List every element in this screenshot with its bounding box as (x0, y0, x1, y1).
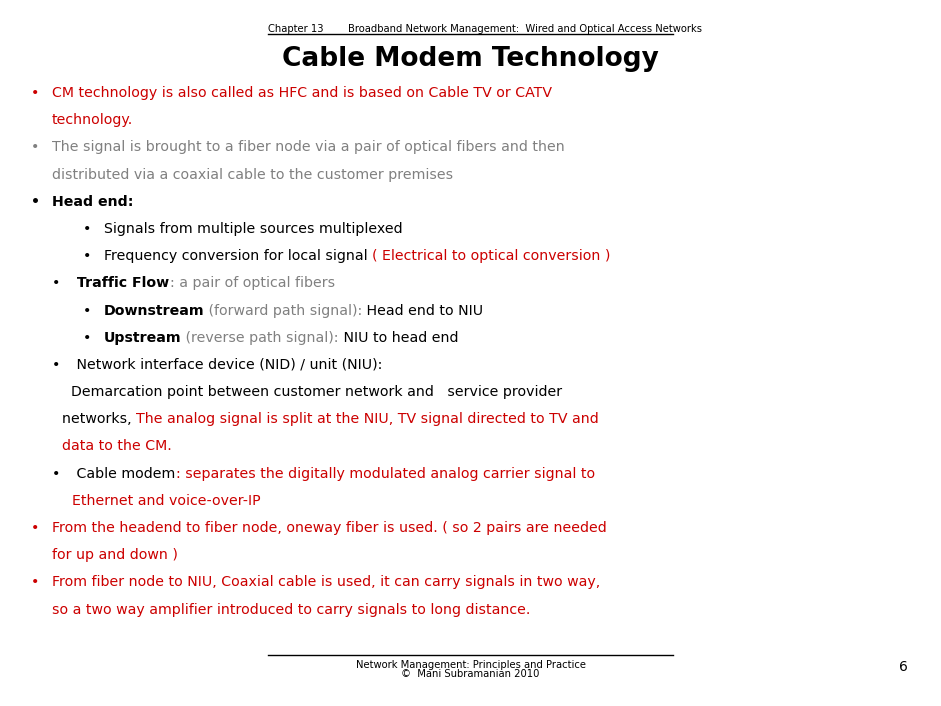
Text: •: • (31, 575, 40, 590)
Text: networks,: networks, (62, 412, 136, 426)
Text: technology.: technology. (52, 113, 133, 127)
Text: CM technology is also called as HFC and is based on Cable TV or CATV: CM technology is also called as HFC and … (52, 86, 551, 100)
Text: : separates the digitally modulated analog carrier signal to: : separates the digitally modulated anal… (176, 467, 595, 481)
Text: Ethernet and voice-over-IP: Ethernet and voice-over-IP (72, 493, 261, 508)
Text: Signals from multiple sources multiplexed: Signals from multiple sources multiplexe… (104, 222, 402, 236)
Text: From the headend to fiber node, oneway fiber is used. ( so 2 pairs are needed: From the headend to fiber node, oneway f… (52, 521, 607, 535)
Text: Cable Modem Technology: Cable Modem Technology (282, 46, 659, 72)
Text: Cable modem: Cable modem (72, 467, 176, 481)
Text: Network interface device (NID) / unit (NIU):: Network interface device (NID) / unit (N… (72, 358, 383, 372)
Text: Upstream: Upstream (104, 330, 181, 345)
Text: From fiber node to NIU, Coaxial cable is used, it can carry signals in two way,: From fiber node to NIU, Coaxial cable is… (52, 575, 600, 590)
Text: Chapter 13: Chapter 13 (268, 24, 324, 34)
Text: •: • (31, 521, 40, 535)
Text: (forward path signal):: (forward path signal): (204, 304, 362, 318)
Text: distributed via a coaxial cable to the customer premises: distributed via a coaxial cable to the c… (52, 167, 453, 181)
Text: •: • (83, 330, 91, 345)
Text: 6: 6 (900, 660, 908, 674)
Text: •: • (83, 304, 91, 318)
Text: Network Management: Principles and Practice: Network Management: Principles and Pract… (356, 660, 585, 670)
Text: •: • (52, 358, 60, 372)
Text: for up and down ): for up and down ) (52, 548, 178, 562)
Text: Broadband Network Management:  Wired and Optical Access Networks: Broadband Network Management: Wired and … (348, 24, 702, 34)
Text: Frequency conversion for local signal: Frequency conversion for local signal (104, 249, 372, 263)
Text: Head end:: Head end: (52, 195, 134, 209)
Text: Demarcation point between customer network and   service provider: Demarcation point between customer netwo… (62, 385, 562, 399)
Text: •: • (31, 86, 40, 100)
Text: •: • (31, 195, 40, 209)
Text: •: • (83, 222, 91, 236)
Text: •: • (52, 276, 60, 290)
Text: NIU to head end: NIU to head end (339, 330, 458, 345)
Text: Traffic Flow: Traffic Flow (72, 276, 169, 290)
Text: (reverse path signal):: (reverse path signal): (181, 330, 339, 345)
Text: •: • (31, 140, 40, 155)
Text: •: • (52, 467, 60, 481)
Text: data to the CM.: data to the CM. (62, 439, 172, 453)
Text: •: • (83, 249, 91, 263)
Text: The analog signal is split at the NIU, TV signal directed to TV and: The analog signal is split at the NIU, T… (136, 412, 599, 426)
Text: Head end to NIU: Head end to NIU (362, 304, 484, 318)
Text: Downstream: Downstream (104, 304, 204, 318)
Text: The signal is brought to a fiber node via a pair of optical fibers and then: The signal is brought to a fiber node vi… (52, 140, 565, 155)
Text: ( Electrical to optical conversion ): ( Electrical to optical conversion ) (372, 249, 610, 263)
Text: ©  Mani Subramanian 2010: © Mani Subramanian 2010 (401, 669, 540, 679)
Text: so a two way amplifier introduced to carry signals to long distance.: so a two way amplifier introduced to car… (52, 602, 530, 616)
Text: : a pair of optical fibers: : a pair of optical fibers (169, 276, 335, 290)
